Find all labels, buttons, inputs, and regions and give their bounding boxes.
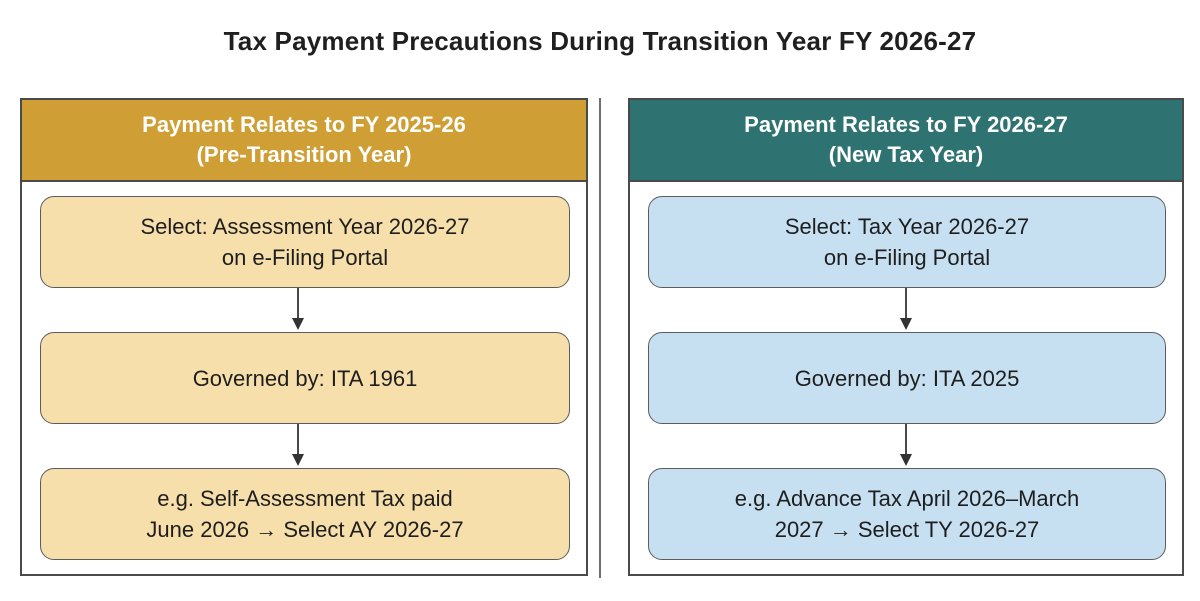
new-tax-year-header-line2: (New Tax Year) [828, 142, 984, 167]
right-step-governed-by: Governed by: ITA 2025 [648, 332, 1166, 424]
right-step-example-line2: 2027 → Select TY 2026-27 [774, 517, 1040, 542]
right-step-select-year-line1: Select: Tax Year 2026-27 [784, 214, 1030, 239]
pre-transition-header-line1: Payment Relates to FY 2025-26 [142, 112, 466, 137]
down-arrow-icon [900, 424, 912, 466]
down-arrow-icon [292, 288, 304, 330]
center-divider [599, 98, 601, 578]
new-tax-year-header-line1: Payment Relates to FY 2026-27 [744, 112, 1068, 137]
pre-transition-header: Payment Relates to FY 2025-26 (Pre-Trans… [22, 100, 586, 182]
left-step-example-line2: June 2026 → Select AY 2026-27 [146, 517, 464, 542]
left-step-governed-by-line1: Governed by: ITA 1961 [192, 365, 418, 391]
left-step-select-year: Select: Assessment Year 2026-27 on e-Fil… [40, 196, 570, 288]
new-tax-year-header: Payment Relates to FY 2026-27 (New Tax Y… [630, 100, 1182, 182]
left-step-select-year-line1: Select: Assessment Year 2026-27 [140, 214, 470, 239]
new-tax-year-panel: Payment Relates to FY 2026-27 (New Tax Y… [628, 98, 1184, 576]
right-step-example: e.g. Advance Tax April 2026–March 2027 →… [648, 468, 1166, 560]
left-step-example: e.g. Self-Assessment Tax paid June 2026 … [40, 468, 570, 560]
right-step-example-line1: e.g. Advance Tax April 2026–March [734, 486, 1080, 511]
left-step-governed-by: Governed by: ITA 1961 [40, 332, 570, 424]
pre-transition-panel: Payment Relates to FY 2025-26 (Pre-Trans… [20, 98, 588, 576]
left-step-example-line1: e.g. Self-Assessment Tax paid [157, 486, 453, 511]
down-arrow-icon [900, 288, 912, 330]
page-title: Tax Payment Precautions During Transitio… [223, 26, 977, 56]
right-step-select-year-line2: on e-Filing Portal [823, 245, 991, 270]
pre-transition-header-line2: (Pre-Transition Year) [196, 142, 412, 167]
right-step-select-year: Select: Tax Year 2026-27 on e-Filing Por… [648, 196, 1166, 288]
down-arrow-icon [292, 424, 304, 466]
right-step-governed-by-line1: Governed by: ITA 2025 [794, 365, 1020, 391]
left-step-select-year-line2: on e-Filing Portal [221, 245, 389, 270]
